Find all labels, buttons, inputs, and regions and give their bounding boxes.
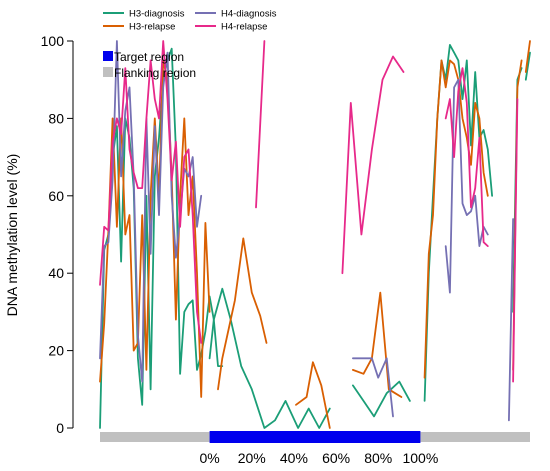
legend-swatch-target-region bbox=[103, 51, 113, 61]
x-tick-label: 60% bbox=[322, 450, 350, 466]
series-line-h4-diagnosis bbox=[351, 357, 394, 418]
series-line-h3-relapse bbox=[351, 291, 403, 398]
legend-label-h4-diagnosis: H4-diagnosis bbox=[221, 9, 277, 20]
x-axis-ticks: 0% 20% 40% 60% 80% 100% bbox=[199, 450, 438, 466]
series-legend: H3-diagnosis H3-relapse H4-diagnosis H4-… bbox=[103, 9, 277, 33]
legend-label-h3-diagnosis: H3-diagnosis bbox=[129, 9, 185, 20]
y-tick-label: 60 bbox=[48, 188, 64, 204]
y-tick-label: 100 bbox=[41, 33, 65, 49]
legend-label-flanking-region: Flanking region bbox=[114, 66, 196, 80]
series-line-h4-relapse bbox=[99, 40, 203, 344]
y-axis: 0 20 40 60 80 100 bbox=[41, 33, 74, 436]
x-tick-label: 0% bbox=[199, 450, 219, 466]
series-line-h4-diagnosis bbox=[444, 78, 489, 294]
legend-label-h4-relapse: H4-relapse bbox=[221, 22, 267, 33]
series-line-h4-relapse bbox=[341, 55, 405, 275]
x-tick-label: 40% bbox=[280, 450, 308, 466]
y-axis-label: DNA methylation level (%) bbox=[4, 154, 20, 317]
series-line-h4-relapse bbox=[512, 98, 519, 383]
region-bars bbox=[100, 431, 530, 443]
y-tick-label: 20 bbox=[48, 343, 64, 359]
x-tick-label: 100% bbox=[402, 450, 438, 466]
series-line-h3-relapse bbox=[423, 59, 489, 379]
region-legend: Target region Flanking region bbox=[103, 50, 196, 80]
y-tick-label: 0 bbox=[56, 420, 64, 436]
y-tick-label: 40 bbox=[48, 265, 64, 281]
y-tick-label: 80 bbox=[48, 110, 64, 126]
series-lines bbox=[99, 40, 531, 429]
series-line-h3-relapse bbox=[295, 361, 331, 429]
x-tick-label: 20% bbox=[238, 450, 266, 466]
series-h4-diagnosis bbox=[99, 40, 514, 422]
series-line-h3-relapse bbox=[524, 40, 531, 73]
region-bar-target-region bbox=[209, 431, 421, 443]
series-line-h3-diagnosis bbox=[208, 287, 331, 429]
series-line-h3-diagnosis bbox=[524, 51, 531, 81]
series-h4-relapse bbox=[99, 40, 519, 383]
series-line-h4-relapse bbox=[444, 67, 489, 248]
legend-label-target-region: Target region bbox=[114, 50, 184, 64]
series-line-h3-diagnosis bbox=[351, 380, 411, 418]
series-line-h4-relapse bbox=[255, 40, 266, 209]
series-line-h3-relapse bbox=[217, 237, 268, 391]
series-line-h4-diagnosis bbox=[507, 218, 514, 422]
legend-swatch-flanking-region bbox=[103, 67, 113, 77]
legend-label-h3-relapse: H3-relapse bbox=[129, 22, 175, 33]
x-tick-label: 80% bbox=[364, 450, 392, 466]
